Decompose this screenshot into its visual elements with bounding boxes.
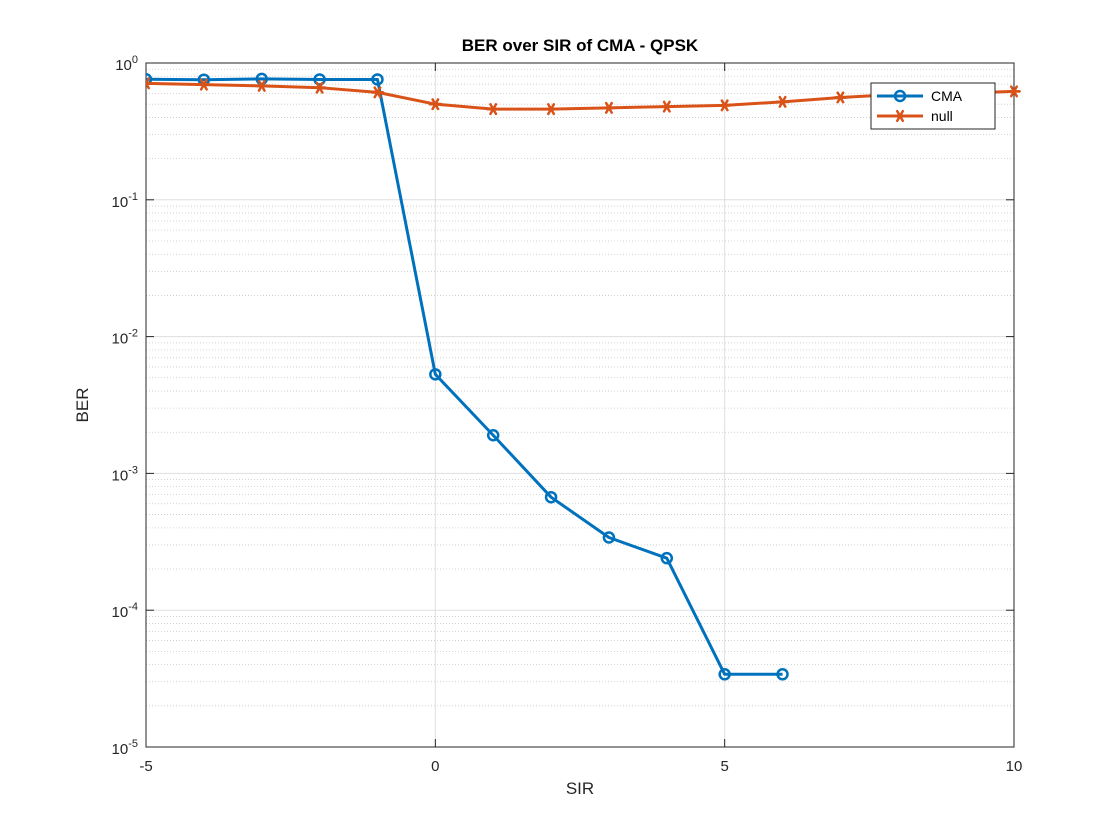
data-point-circle [371, 73, 384, 86]
x-tick-label: 0 [431, 758, 439, 775]
y-tick-label: 10-3 [112, 464, 138, 484]
asterisk-stroke [146, 77, 150, 86]
data-point-asterisk [428, 98, 443, 111]
legend-label: null [931, 108, 953, 124]
y-axis-label: BER [73, 388, 92, 423]
y-tick-label: 10-4 [112, 601, 138, 621]
data-point-circle [544, 490, 558, 504]
data-point-circle [660, 551, 674, 565]
data-point-asterisk [893, 109, 907, 123]
data-point-asterisk [370, 86, 385, 99]
plot-frame [145, 62, 1015, 748]
data-point-circle [486, 429, 500, 442]
data-point-circle [146, 73, 153, 86]
series-line-cma [146, 77, 783, 676]
legend-item-null: null [877, 108, 953, 124]
data-point-asterisk [833, 91, 848, 104]
data-point-asterisk [775, 95, 790, 108]
y-tick-label: 10-5 [112, 738, 138, 758]
legend-box [870, 82, 996, 130]
y-tick-label: 10-2 [112, 328, 138, 348]
data-point-circle [429, 368, 442, 381]
data-point-circle [776, 668, 789, 681]
chart-title: BER over SIR of CMA - QPSK [462, 36, 699, 55]
data-point-asterisk [717, 99, 732, 112]
tick-layer: -5 0 5 10 100 10-1 10-2 10-3 10-4 10-5 [112, 54, 1023, 775]
data-point-asterisk [254, 79, 269, 92]
x-axis-label: SIR [566, 779, 594, 798]
legend-item-cma: CMA [877, 88, 963, 104]
series-line-null [146, 81, 1015, 111]
data-point-asterisk [660, 100, 674, 113]
y-tick-label: 10-1 [112, 191, 138, 211]
legend-label: CMA [931, 88, 963, 104]
asterisk-stroke [146, 80, 150, 90]
legend: CMA null [870, 82, 996, 130]
data-point-asterisk [602, 101, 616, 114]
series-cma [146, 72, 789, 681]
x-tick-label: -5 [139, 758, 152, 775]
data-point-asterisk [197, 78, 211, 91]
data-point-asterisk [544, 103, 558, 116]
x-tick-label: 5 [720, 758, 728, 775]
data-point-circle [718, 668, 731, 681]
data-point-circle [602, 531, 616, 544]
data-point-asterisk [1007, 85, 1021, 98]
data-point-asterisk [146, 77, 153, 90]
data-point-circle [893, 89, 907, 103]
data-point-circle [313, 73, 326, 86]
x-tick-label: 10 [1006, 758, 1023, 775]
data-point-asterisk [312, 81, 327, 94]
data-point-asterisk [486, 103, 500, 116]
y-tick-label: 100 [115, 54, 138, 74]
